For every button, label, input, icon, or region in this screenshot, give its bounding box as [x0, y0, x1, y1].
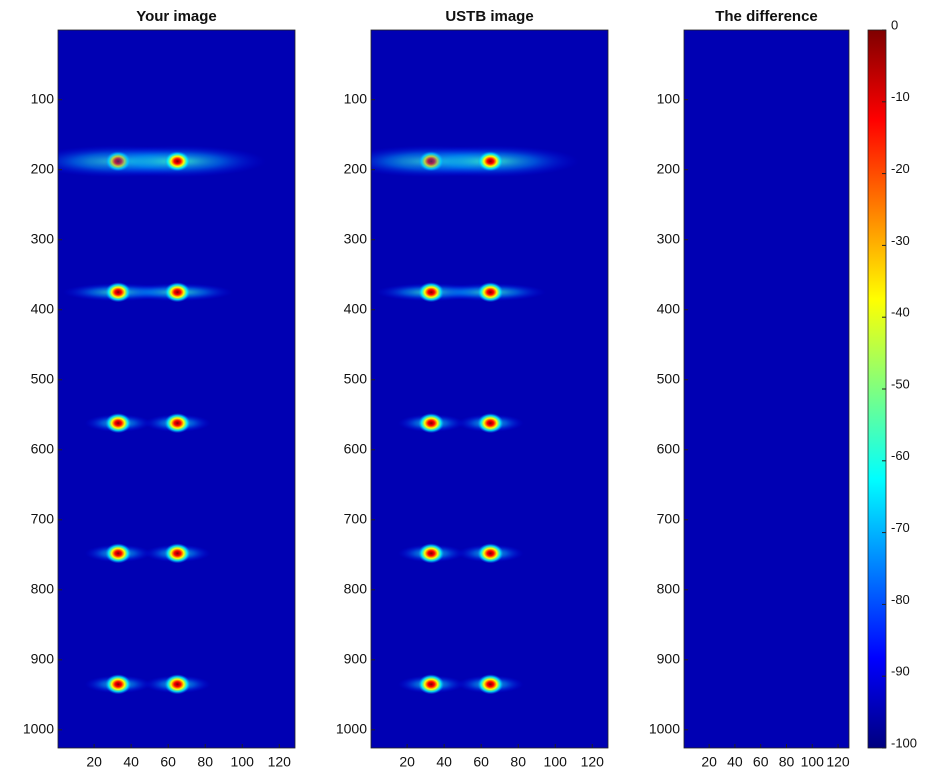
y-tick-label: 700	[344, 510, 368, 526]
y-tick-label: 500	[657, 370, 681, 386]
y-tick-label: 800	[31, 580, 55, 596]
y-tick-label: 700	[31, 510, 55, 526]
y-tick-label: 400	[31, 300, 55, 316]
y-tick-label: 900	[31, 650, 55, 666]
colorbar-tick-label: -50	[891, 376, 910, 391]
x-tick-label: 40	[727, 754, 743, 770]
y-tick-label: 200	[31, 160, 55, 176]
y-tick-label: 1000	[649, 720, 680, 736]
y-tick-label: 500	[31, 370, 55, 386]
x-tick-label: 40	[436, 754, 452, 770]
colorbar-tick-label: 0	[891, 17, 898, 32]
y-tick-label: 600	[657, 440, 681, 456]
x-tick-label: 80	[197, 754, 213, 770]
y-tick-label: 1000	[336, 720, 367, 736]
y-tick-label: 200	[657, 160, 681, 176]
y-tick-label: 300	[344, 230, 368, 246]
x-tick-label: 100	[801, 754, 825, 770]
target	[164, 151, 190, 171]
chart-title: USTB image	[445, 8, 533, 25]
figure: Your image100200300400500600700800900100…	[0, 0, 929, 776]
y-tick-label: 900	[657, 650, 681, 666]
target	[418, 674, 444, 694]
colorbar-tick-label: -10	[891, 89, 910, 104]
y-tick-label: 100	[31, 90, 55, 106]
y-tick-label: 1000	[23, 720, 54, 736]
chart-title: Your image	[136, 8, 217, 25]
x-tick-label: 60	[473, 754, 489, 770]
x-tick-label: 120	[581, 754, 605, 770]
y-tick-label: 100	[657, 90, 681, 106]
target	[418, 543, 444, 563]
y-tick-label: 600	[344, 440, 368, 456]
y-tick-label: 200	[344, 160, 368, 176]
colorbar-tick-label: -40	[891, 305, 910, 320]
target	[477, 674, 503, 694]
y-tick-label: 400	[657, 300, 681, 316]
target	[477, 543, 503, 563]
colorbar-tick-label: -30	[891, 233, 910, 248]
x-tick-label: 20	[399, 754, 415, 770]
x-tick-label: 80	[779, 754, 795, 770]
y-tick-label: 800	[344, 580, 368, 596]
image-background	[58, 30, 295, 748]
image-background	[684, 30, 849, 748]
target	[164, 543, 190, 563]
colorbar-tick-label: -90	[891, 664, 910, 679]
chart-title: The difference	[715, 8, 818, 25]
x-tick-label: 20	[701, 754, 717, 770]
y-tick-label: 100	[344, 90, 368, 106]
x-tick-label: 120	[826, 754, 850, 770]
y-tick-label: 500	[344, 370, 368, 386]
target	[164, 674, 190, 694]
x-tick-label: 60	[753, 754, 769, 770]
y-tick-label: 700	[657, 510, 681, 526]
target	[105, 413, 131, 433]
y-tick-label: 300	[31, 230, 55, 246]
colorbar-tick-label: -100	[891, 735, 917, 750]
x-tick-label: 20	[86, 754, 102, 770]
x-tick-label: 40	[123, 754, 139, 770]
x-tick-label: 60	[160, 754, 176, 770]
image-background	[371, 30, 608, 748]
target	[418, 413, 444, 433]
colorbar-tick-label: -70	[891, 520, 910, 535]
y-tick-label: 600	[31, 440, 55, 456]
x-tick-label: 100	[544, 754, 568, 770]
colorbar-tick-label: -20	[891, 161, 910, 176]
target	[164, 282, 190, 302]
x-tick-label: 100	[231, 754, 255, 770]
y-tick-label: 400	[344, 300, 368, 316]
y-tick-label: 800	[657, 580, 681, 596]
x-tick-label: 80	[510, 754, 526, 770]
colorbar-tick-label: -80	[891, 592, 910, 607]
target	[105, 543, 131, 563]
target	[477, 282, 503, 302]
target	[164, 413, 190, 433]
x-tick-label: 120	[268, 754, 292, 770]
target	[477, 151, 503, 171]
target	[105, 674, 131, 694]
colorbar-tick-label: -60	[891, 448, 910, 463]
target	[477, 413, 503, 433]
y-tick-label: 300	[657, 230, 681, 246]
y-tick-label: 900	[344, 650, 368, 666]
